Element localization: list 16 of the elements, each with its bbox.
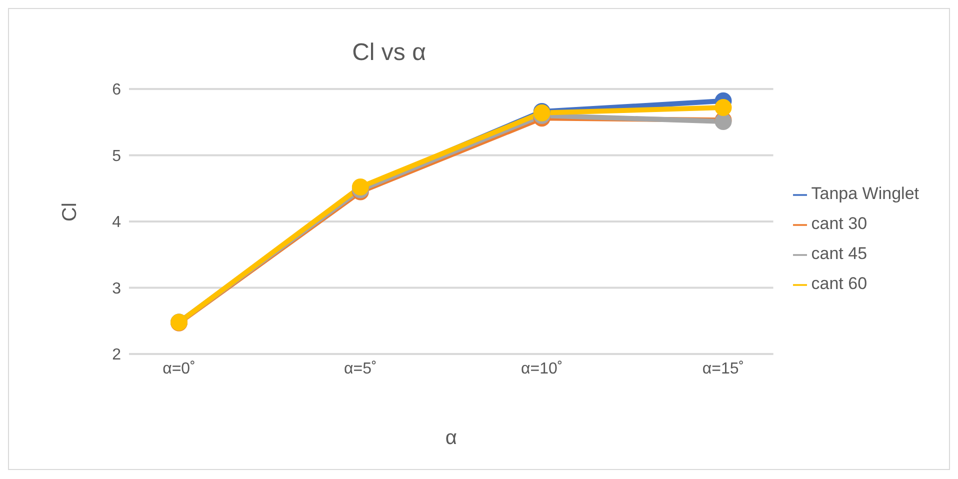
- y-tick-label: 2: [112, 346, 122, 364]
- y-tick-label: 5: [112, 148, 122, 165]
- legend-label: Tanpa Winglet: [811, 184, 919, 203]
- y-tick-label: 6: [112, 82, 122, 99]
- y-tick-label: 4: [112, 214, 122, 232]
- chart-title: Cl vs α: [351, 39, 427, 67]
- x-tick-label: α=0˚: [162, 360, 196, 378]
- x-tick-label: α=10˚: [520, 360, 563, 378]
- x-tick-label: α=5˚: [344, 360, 377, 378]
- y-axis-title: Cl: [59, 202, 82, 222]
- x-tick-label: α=15˚: [702, 360, 744, 378]
- legend-label: cant 45: [811, 244, 868, 263]
- y-tick-label: 3: [112, 280, 122, 298]
- legend-label: cant 60: [811, 274, 868, 293]
- x-axis-title: α: [445, 427, 457, 449]
- legend-label: cant 30: [811, 214, 868, 233]
